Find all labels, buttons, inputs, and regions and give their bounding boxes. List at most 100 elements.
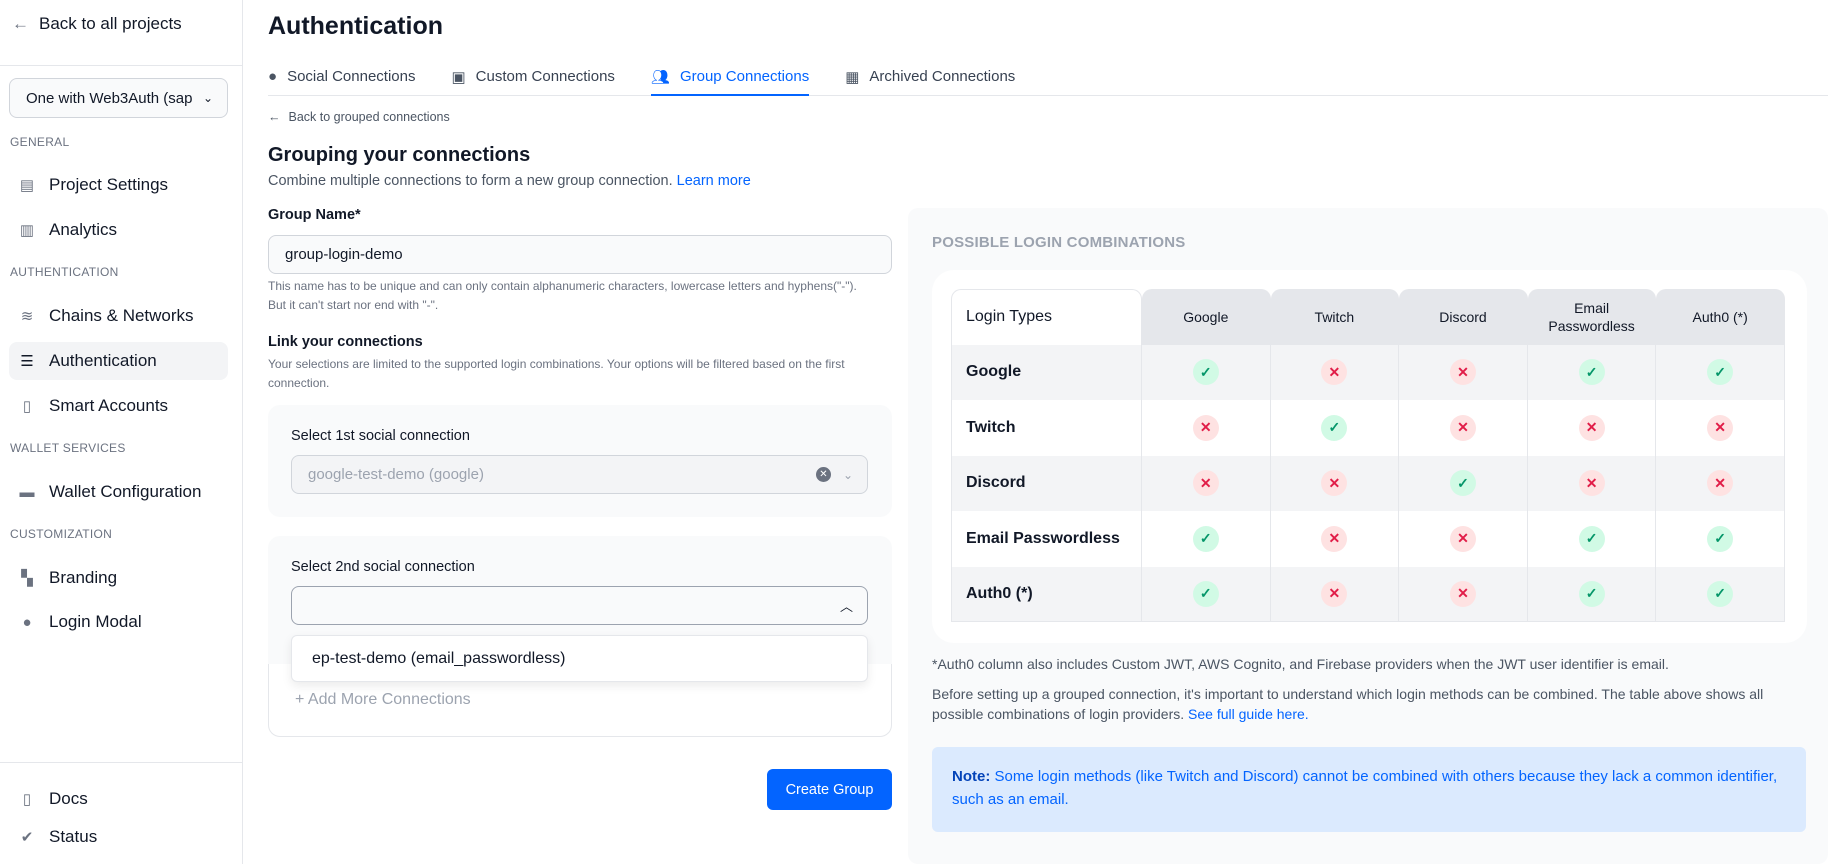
cross-icon: ✕ <box>1192 414 1219 441</box>
table-cell: ✓ <box>1656 344 1785 400</box>
create-group-button[interactable]: Create Group <box>767 769 892 810</box>
column-header: Google <box>1142 289 1271 345</box>
table-cell: ✕ <box>1142 400 1271 456</box>
tab-group-connections[interactable]: 👥︎ Group Connections <box>650 64 810 96</box>
chevron-up-icon: ︿ <box>839 599 853 614</box>
cross-icon: ✕ <box>1578 414 1605 441</box>
table-cell: ✓ <box>1656 566 1785 622</box>
cross-icon: ✕ <box>1449 359 1476 386</box>
table-cell: ✓ <box>1142 511 1271 567</box>
sidebar-item-status[interactable]: ✔ Status <box>20 827 98 846</box>
cross-icon: ✕ <box>1321 525 1348 552</box>
table-cell: ✕ <box>1270 344 1400 400</box>
first-connection-select[interactable]: google-test-demo (google) ✕ ⌄ <box>291 455 868 494</box>
table-row: Auth0 (*) ✓ ✕ ✕ ✓ ✓ <box>951 566 1785 622</box>
table-cell: ✓ <box>1527 344 1657 400</box>
section-heading: Grouping your connections <box>268 144 531 166</box>
table-cell: ✓ <box>1656 511 1785 567</box>
clear-icon[interactable]: ✕ <box>815 467 831 482</box>
row-label: Google <box>951 344 1142 400</box>
learn-more-link[interactable]: Learn more <box>676 173 751 189</box>
table-cell: ✕ <box>1399 511 1528 567</box>
clipboard-icon: ▤ <box>19 177 35 194</box>
sidebar-item-login-modal[interactable]: ● Login Modal <box>9 603 228 641</box>
user-circle-icon: ● <box>22 613 32 631</box>
tab-custom-connections[interactable]: ▣ Custom Connections <box>451 68 615 86</box>
sidebar-item-chains[interactable]: ≋ Chains & Networks <box>20 306 194 325</box>
first-connection-label: Select 1st social connection <box>291 428 470 444</box>
section-customization: CUSTOMIZATION <box>10 527 113 541</box>
tab-archived-connections[interactable]: ▦ Archived Connections <box>845 68 1016 86</box>
back-to-projects-link[interactable]: ← Back to all projects <box>12 14 182 33</box>
combinations-table: Login Types Google Twitch Discord Email Pass… <box>951 289 1785 622</box>
note-box: Note: Some login methods (like Twitch an… <box>932 747 1806 832</box>
footnote: *Auth0 column also includes Custom JWT, … <box>932 656 1669 672</box>
wifi-icon: ≋ <box>20 308 34 325</box>
table-cell: ✕ <box>1399 344 1528 400</box>
check-icon: ✓ <box>1192 580 1219 607</box>
archive-icon: ▦ <box>845 69 860 86</box>
row-label: Twitch <box>951 400 1142 456</box>
project-select[interactable]: One with Web3Auth (sap ⌄ <box>9 78 228 118</box>
sidebar-item-project-settings[interactable]: ▤ Project Settings <box>19 175 169 194</box>
table-cell: ✓ <box>1399 455 1528 511</box>
cross-icon: ✕ <box>1707 470 1734 497</box>
section-subtitle: Combine multiple connections to form a n… <box>268 173 751 189</box>
table-row: Email Passwordless ✓ ✕ ✕ ✓ ✓ <box>951 511 1785 567</box>
document-icon: ▯ <box>22 791 32 808</box>
table-cell: ✕ <box>1270 566 1400 622</box>
full-guide-link[interactable]: See full guide here. <box>1188 706 1309 722</box>
check-icon: ✓ <box>1707 580 1734 607</box>
table-cell: ✓ <box>1142 344 1271 400</box>
section-general: GENERAL <box>10 135 70 149</box>
chevron-down-icon: ⌄ <box>202 91 213 105</box>
divider <box>0 65 243 66</box>
cross-icon: ✕ <box>1449 525 1476 552</box>
row-label: Auth0 (*) <box>951 566 1142 622</box>
section-wallet: WALLET SERVICES <box>10 441 126 455</box>
sidebar-item-authentication[interactable]: ☰ Authentication <box>9 342 228 380</box>
divider <box>0 762 243 763</box>
tab-social-connections[interactable]: ● Social Connections <box>268 68 416 85</box>
corner-header: Login Types <box>951 289 1142 345</box>
chevron-down-icon: ⌄ <box>842 467 853 482</box>
column-header: Twitch <box>1270 289 1400 345</box>
group-name-input[interactable]: group-login-demo <box>268 235 892 274</box>
section-authentication: AUTHENTICATION <box>10 265 119 279</box>
arrow-left-icon: ← <box>12 14 29 33</box>
sidebar-item-smart-accounts[interactable]: ▯ Smart Accounts <box>9 387 228 425</box>
table-cell: ✕ <box>1399 400 1528 456</box>
second-connection-select[interactable]: ︿ <box>291 586 868 625</box>
cross-icon: ✕ <box>1321 359 1348 386</box>
sidebar-item-docs[interactable]: ▯ Docs <box>9 780 228 818</box>
sidebar-item-wallet-configuration[interactable]: ▬ Wallet Configuration <box>19 482 202 501</box>
back-to-grouped-link[interactable]: ← Back to grouped connections <box>268 110 450 124</box>
column-header: Discord <box>1399 289 1528 345</box>
check-icon: ✓ <box>1707 359 1734 386</box>
wallet-icon: ▬ <box>19 483 35 501</box>
group-name-label: Group Name* <box>268 207 361 223</box>
cross-icon: ✕ <box>1449 414 1476 441</box>
dropdown-option[interactable]: ep-test-demo (email_passwordless) <box>291 635 868 682</box>
explanation-paragraph: Before setting up a grouped connection, … <box>932 686 1764 722</box>
chart-file-icon: ▥ <box>19 222 35 239</box>
table-row: Google ✓ ✕ ✕ ✓ ✓ <box>951 344 1785 400</box>
table-cell: ✕ <box>1656 400 1785 456</box>
cross-icon: ✕ <box>1192 470 1219 497</box>
check-icon: ✓ <box>1192 359 1219 386</box>
sidebar-item-analytics[interactable]: ▥ Analytics <box>19 220 118 239</box>
palette-icon: ▚ <box>21 570 33 587</box>
table-cell: ✕ <box>1271 511 1400 567</box>
link-connections-label: Link your connections <box>268 334 423 350</box>
table-cell: ✕ <box>1656 455 1785 511</box>
users-icon: 👥︎ <box>650 69 670 86</box>
combinations-title: POSSIBLE LOGIN COMBINATIONS <box>932 234 1186 251</box>
sidebar-item-branding[interactable]: ▚ Branding <box>9 559 228 597</box>
document-icon: ▯ <box>22 398 32 415</box>
table-row: Discord ✕ ✕ ✓ ✕ ✕ <box>951 455 1785 511</box>
cross-icon: ✕ <box>1449 580 1476 607</box>
cross-icon: ✕ <box>1321 580 1348 607</box>
check-icon: ✓ <box>1578 359 1605 386</box>
add-more-connections-button[interactable]: + Add More Connections <box>295 691 471 708</box>
table-cell: ✕ <box>1399 566 1528 622</box>
